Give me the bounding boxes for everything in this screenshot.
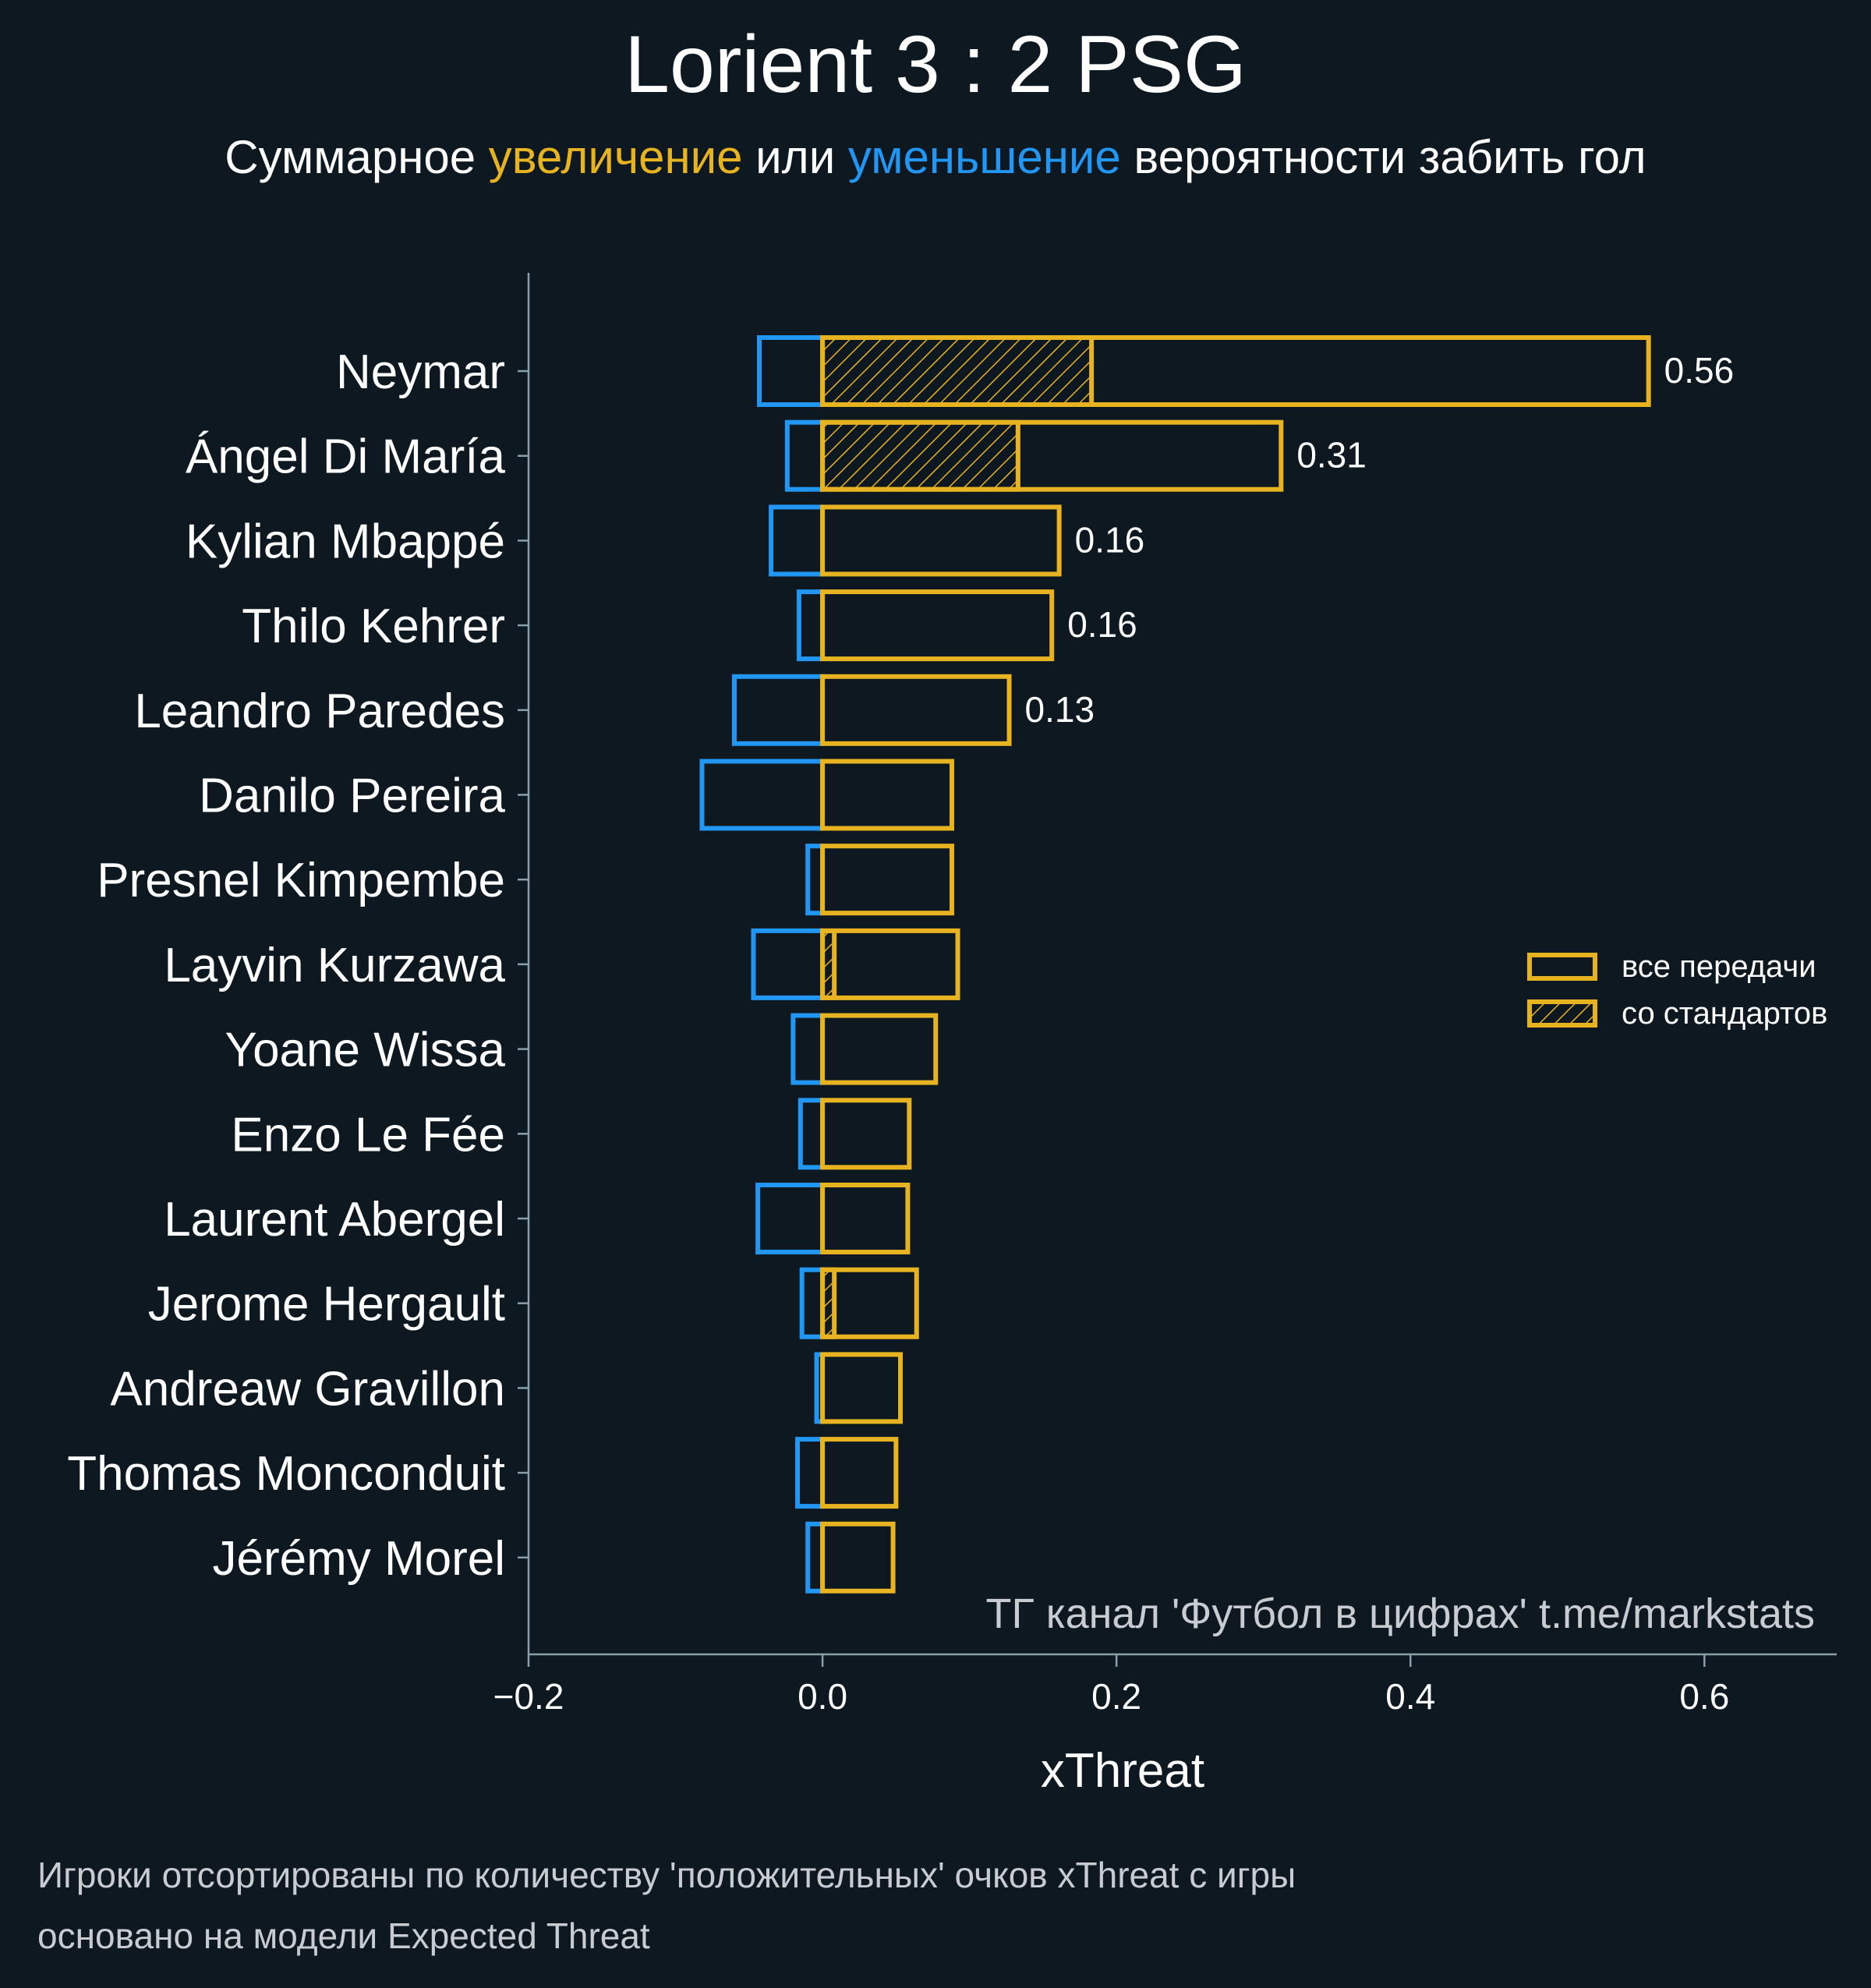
y-ticks: Neymar Ángel Di María Kylian Mbappé Thilo K… — [67, 345, 529, 1586]
bar-positive — [820, 844, 954, 916]
y-tick-label: Neymar — [336, 345, 505, 399]
bar-value-label: 0.13 — [1025, 689, 1095, 730]
bar-negative — [795, 1437, 826, 1509]
bar-positive — [820, 928, 960, 1000]
bar-positive — [820, 1183, 911, 1254]
bar-negative — [731, 674, 826, 746]
x-tick-label: −0.2 — [493, 1676, 564, 1717]
bar-positive — [820, 674, 1012, 746]
y-tick-label: Thilo Kehrer — [242, 600, 505, 653]
y-tick-label: Thomas Monconduit — [67, 1447, 505, 1501]
y-tick-label: Danilo Pereira — [199, 769, 505, 823]
bar-positive — [820, 589, 1055, 662]
x-tick-label: 0.0 — [798, 1676, 847, 1717]
chart-subtitle: Суммарное увеличение или уменьшение веро… — [225, 131, 1646, 183]
bar-value-label: 0.31 — [1296, 435, 1367, 476]
bar-value-label: 0.16 — [1067, 604, 1137, 645]
bar-positive — [820, 1267, 919, 1339]
subtitle-negative: уменьшение — [848, 131, 1121, 183]
bar-negative — [769, 504, 826, 577]
bar-positive — [820, 1013, 939, 1085]
bar-positive — [820, 419, 1284, 492]
x-axis-label: xThreat — [1041, 1744, 1204, 1798]
chart-title: Lorient 3 : 2 PSG — [624, 19, 1247, 110]
legend-label-all-passes: все передачи — [1622, 950, 1816, 984]
bar-positive — [820, 759, 954, 831]
subtitle-suffix: вероятности забить гол — [1121, 131, 1646, 183]
bar-positive — [820, 1352, 904, 1424]
legend-label-set-pieces: со стандартов — [1622, 996, 1827, 1031]
bar-negative — [784, 419, 826, 492]
bar-negative — [798, 1098, 826, 1170]
y-tick-label: Ángel Di María — [186, 430, 506, 484]
y-tick-label: Andreaw Gravillon — [110, 1362, 505, 1416]
y-tick-label: Jerome Hergault — [148, 1278, 505, 1332]
y-tick-label: Laurent Abergel — [164, 1193, 505, 1247]
subtitle-prefix: Суммарное — [225, 131, 488, 183]
bar-positive — [820, 504, 1062, 577]
bar-negative — [699, 759, 826, 831]
x-tick-label: 0.6 — [1679, 1676, 1729, 1717]
bar-negative — [790, 1013, 826, 1085]
bar-value-label: 0.16 — [1075, 519, 1145, 560]
footnote-model: основано на модели Expected Threat — [37, 1915, 650, 1956]
y-tick-label: Kylian Mbappé — [186, 515, 505, 568]
y-tick-label: Jérémy Morel — [212, 1532, 505, 1586]
bar-negative — [757, 335, 826, 407]
watermark: ТГ канал 'Футбол в цифрах' t.me/markstat… — [986, 1590, 1815, 1637]
y-tick-label: Presnel Kimpembe — [97, 854, 505, 907]
y-tick-label: Enzo Le Fée — [231, 1108, 505, 1162]
subtitle-positive: увеличение — [489, 131, 743, 183]
footnote-sort: Игроки отсортированы по количеству 'поло… — [37, 1855, 1296, 1895]
x-ticks: −0.2 0.0 0.2 0.4 0.6 — [493, 1654, 1729, 1717]
bar-positive — [820, 1437, 899, 1509]
x-tick-label: 0.2 — [1091, 1676, 1141, 1717]
legend-swatch-set-pieces — [1527, 999, 1597, 1028]
y-tick-label: Leandro Paredes — [134, 684, 505, 738]
legend: все передачи со стандартов — [1527, 950, 1827, 1031]
x-tick-label: 0.4 — [1385, 1676, 1435, 1717]
bar-positive — [820, 335, 1651, 407]
bar-negative — [751, 928, 826, 1000]
bar-negative — [796, 589, 826, 662]
subtitle-middle: или — [743, 131, 848, 183]
bar-positive — [820, 1098, 912, 1170]
bar-negative — [755, 1183, 826, 1254]
y-tick-label: Yoane Wissa — [225, 1024, 505, 1077]
bar-set-pieces — [820, 335, 1095, 407]
legend-swatch-all-passes — [1527, 953, 1597, 981]
bar-set-pieces — [820, 419, 1020, 492]
bar-value-label: 0.56 — [1664, 350, 1735, 391]
y-tick-label: Layvin Kurzawa — [164, 939, 505, 992]
bar-positive — [820, 1521, 896, 1594]
bars-layer: 0.56 0.31 0.16 0.16 0.13 — [699, 335, 1735, 1594]
bar-negative — [799, 1267, 826, 1339]
